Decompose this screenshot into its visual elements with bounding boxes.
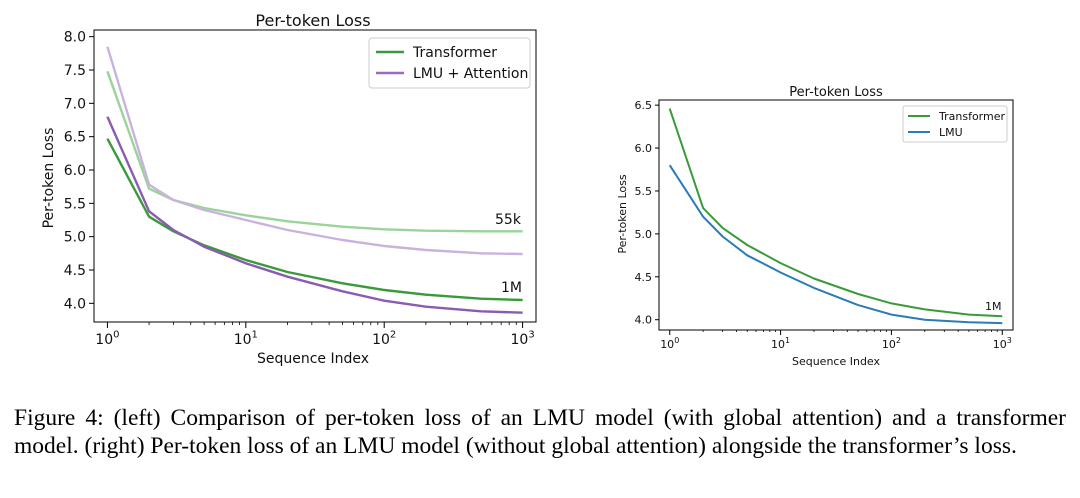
- left-x-axis-label: Sequence Index: [257, 351, 369, 367]
- left-chart-title: Per-token Loss: [255, 11, 370, 30]
- right-y-tick-label: 5.0: [635, 228, 653, 241]
- left-legend-label-lmu-attention: LMU + Attention: [413, 66, 528, 82]
- right-series-line-0: [668, 108, 1003, 318]
- left-y-tick-label: 6.5: [64, 130, 86, 146]
- right-y-tick-label: 4.5: [635, 271, 653, 284]
- left-series-line-0: [106, 70, 523, 233]
- right-y-tick-label: 4.0: [635, 314, 653, 327]
- left-y-tick-label: 4.5: [64, 263, 86, 279]
- right-plot-frame: [658, 99, 1014, 331]
- left-y-tick-label: 5.0: [64, 230, 86, 246]
- right-legend-label-lmu: LMU: [939, 126, 963, 139]
- left-annotation-55k: 55k: [495, 212, 522, 228]
- left-x-tick-label: 102: [372, 330, 396, 348]
- left-y-tick-label: 7.5: [64, 63, 86, 79]
- left-series-line-2: [106, 138, 523, 302]
- left-y-tick-label: 5.5: [64, 196, 86, 212]
- left-series-line-1: [106, 46, 523, 256]
- left-annotation-1m: 1M: [501, 280, 522, 296]
- left-x-tick-label: 100: [95, 330, 119, 348]
- right-x-axis-label: Sequence Index: [792, 355, 881, 368]
- right-series-line-1: [668, 164, 1003, 325]
- left-y-tick-label: 6.0: [64, 163, 86, 179]
- left-chart: Per-token Loss Sequence Index Per-token …: [41, 11, 537, 367]
- right-legend: Transformer LMU: [902, 105, 1008, 143]
- left-y-tick-label: 7.0: [64, 96, 86, 112]
- figure-canvas: Per-token Loss Sequence Index Per-token …: [41, 11, 1014, 368]
- left-legend: Transformer LMU + Attention: [368, 37, 531, 89]
- right-x-tick-label: 102: [882, 336, 901, 351]
- left-plot-frame: [93, 29, 537, 323]
- left-x-tick-label: 103: [510, 330, 534, 348]
- right-y-axis-label: Per-token Loss: [616, 174, 629, 253]
- right-legend-label-transformer: Transformer: [938, 110, 1005, 123]
- right-chart-title: Per-token Loss: [789, 85, 883, 100]
- left-y-tick-label: 8.0: [64, 30, 86, 46]
- left-legend-label-transformer: Transformer: [412, 45, 497, 61]
- left-series-line-3: [106, 116, 523, 314]
- left-x-tick-label: 101: [234, 330, 258, 348]
- right-y-tick-label: 6.5: [635, 99, 653, 112]
- figure-caption: Figure 4: (left) Comparison of per-token…: [14, 405, 1066, 459]
- right-y-tick-label: 6.0: [635, 142, 653, 155]
- left-y-axis-label: Per-token Loss: [41, 128, 57, 229]
- right-x-tick-label: 103: [993, 336, 1012, 351]
- right-x-tick-label: 100: [660, 336, 679, 351]
- right-chart: Per-token Loss Sequence Index Per-token …: [616, 85, 1014, 368]
- right-annotation-1m: 1M: [985, 300, 1002, 313]
- right-x-tick-label: 101: [771, 336, 790, 351]
- left-y-tick-label: 4.0: [64, 296, 86, 312]
- right-y-tick-label: 5.5: [635, 185, 653, 198]
